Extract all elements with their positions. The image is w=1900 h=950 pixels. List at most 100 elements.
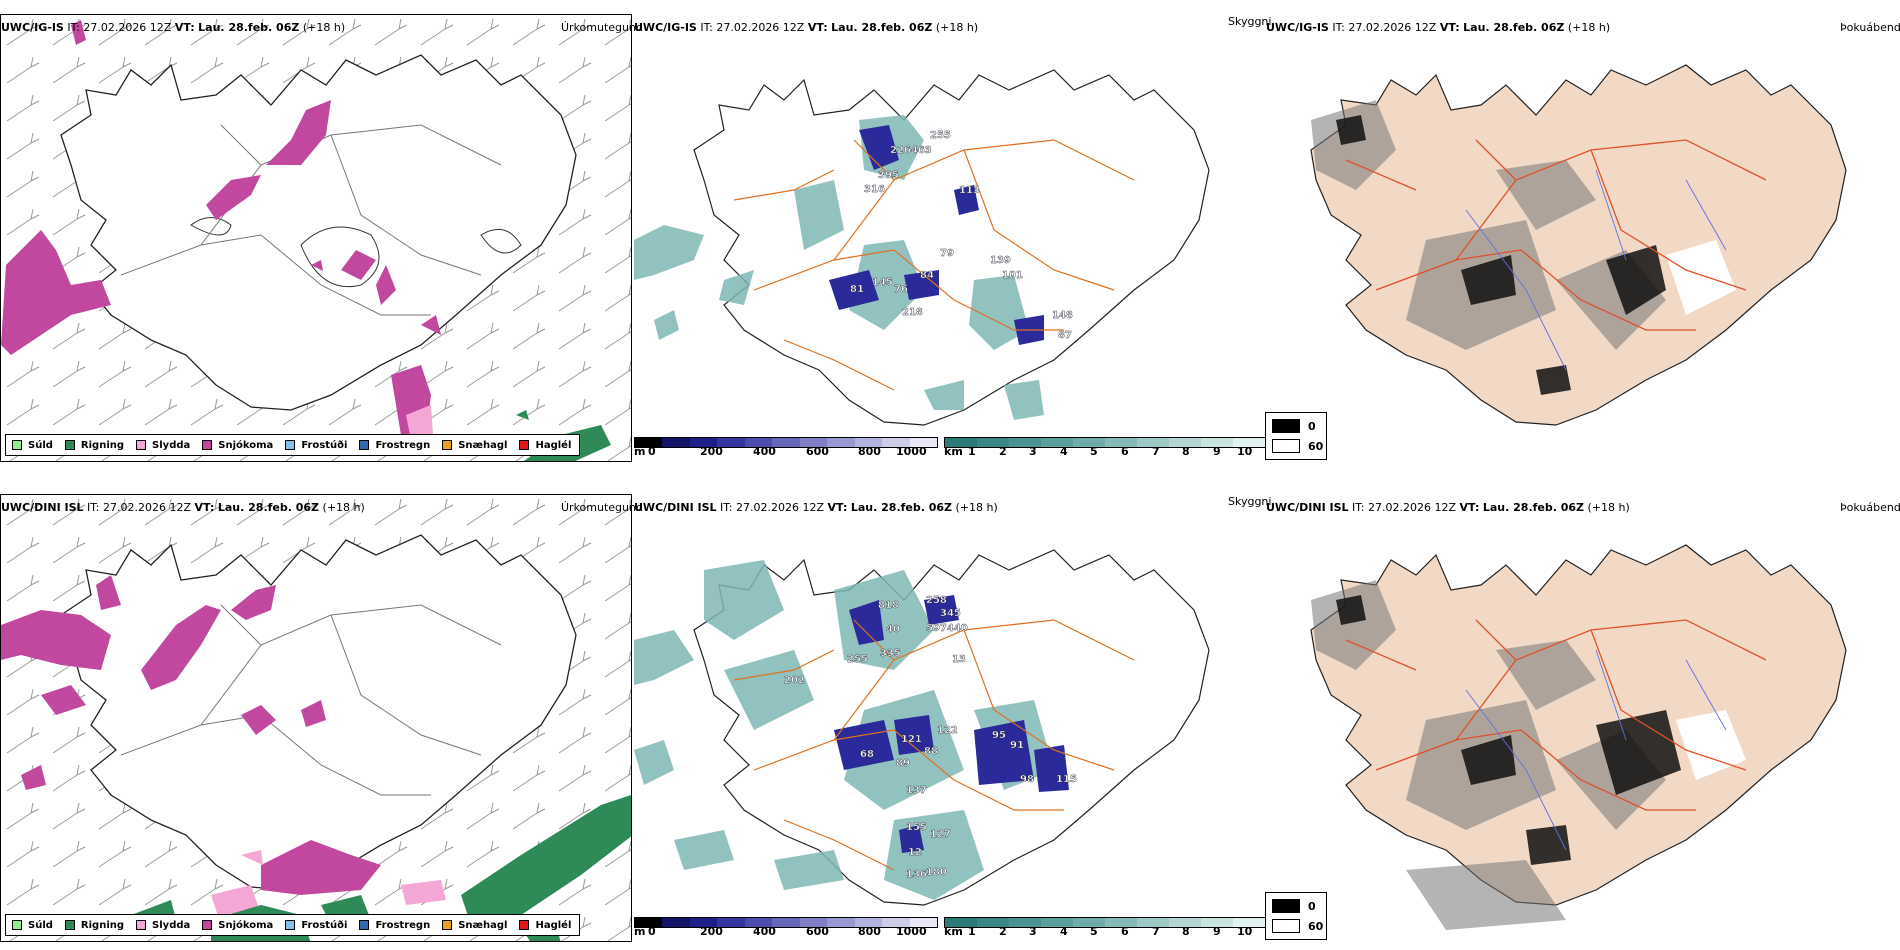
ceiling-value: 316 [864,184,885,195]
colorbar-segment [717,918,745,927]
ceiling-value: 258 [926,595,947,606]
fog-swatch-60 [1272,919,1300,933]
no-fog-area [1676,710,1746,780]
vt-label: VT: [807,21,828,34]
panel-header-fog-row2: UWC/DINI ISL IT: 27.02.2026 12Z VT: Lau.… [1266,501,1630,514]
vt-value: Lau. 28.feb. 06Z [850,501,953,514]
snow-areas [1,575,381,895]
ceiling-labels: 818 258 345 597440 40 335 255 13 202 122… [784,595,1077,880]
legend-label: Snjókoma [218,439,274,451]
ceiling-value: 13 [952,654,966,665]
ceiling-unit: m [634,445,646,458]
fog-label-60: 60 [1308,920,1324,933]
vis-tick: 3 [1029,445,1037,458]
legend-swatch [519,440,530,450]
panel-header-vis-row1: UWC/IG-IS IT: 27.02.2026 12Z VT: Lau. 28… [634,21,978,34]
vis-tick: 10 [1237,445,1253,458]
legend-label: Frostúði [301,439,348,451]
ceiling-tick: 600 [806,445,829,458]
vis-tick: 8 [1182,925,1190,938]
legend-label: Snæhagl [458,919,508,931]
ceiling-value: 597440 [926,623,968,634]
it-label: IT: [1352,501,1365,514]
ceiling-value: 818 [878,600,899,611]
ceiling-tick: 1000 [896,445,927,458]
ceiling-labels: 255 226463 395 316 113 79 145 84 76 81 2… [850,130,1073,341]
legend-swatch [64,440,75,450]
fog-dense-areas [1336,115,1666,395]
vis-tick: 5 [1090,445,1098,458]
ceiling-value: 84 [920,270,934,281]
vis-colorbar-row1 [944,437,1266,448]
vis-tick: 7 [1152,445,1160,458]
colorbar-segment [1105,438,1137,447]
legend-label: Snæhagl [458,439,508,451]
legend-label: Rigning [80,919,125,931]
ceiling-value: 122 [937,725,958,736]
ceiling-value: 226463 [890,145,932,156]
colorbar-segment [1201,918,1233,927]
model-name: UWC/DINI ISL [1,501,84,514]
vis-tick: 7 [1152,925,1160,938]
vis-unit: km [944,445,963,458]
ceiling-tick: 800 [858,925,881,938]
roads [733,619,1135,871]
precip-legend-row2: Súld Rigning Slydda Snjókoma Frostúði Fr… [5,914,581,936]
colorbar-segment [1009,438,1041,447]
legend-label: Snjókoma [218,919,274,931]
fog-panel-row2 [1266,510,1900,940]
ceiling-tick: 1000 [896,925,927,938]
sleet-areas [406,405,433,440]
vis-tick: 2 [999,445,1007,458]
it-label: IT: [720,501,733,514]
glacier-outlines [190,217,522,288]
fog-swatch-60 [1272,439,1300,453]
colorbar-segment [882,438,910,447]
precip-map-row1 [1,15,631,461]
colorbar-segment [799,438,828,447]
ceiling-value: 89 [896,758,910,769]
legend-item: Snæhagl [442,920,507,931]
colorbar-segment [1201,438,1233,447]
legend-swatch [64,920,75,930]
colorbar-segment [854,438,883,447]
colorbar-segment [662,918,690,927]
legend-swatch [285,440,296,450]
ceiling-value: 40 [886,624,900,635]
colorbar-segment [1169,438,1201,447]
iceland-outline [693,549,1210,906]
model-name: UWC/IG-IS [1,21,64,34]
legend-label: Slydda [152,439,191,451]
legend-item: Súld [12,440,53,451]
ceiling-value: 88 [924,746,938,757]
legend-swatch [442,440,453,450]
vis-title-row1: Skyggni [1228,15,1272,28]
legend-label: Slydda [152,919,191,931]
legend-label: Frostúði [301,919,348,931]
it-value: 27.02.2026 12Z [1368,501,1457,514]
fog-title-row1: Þokuábendi [1840,21,1900,34]
fog-label-0: 0 [1308,900,1316,913]
ceiling-value: 91 [1010,740,1024,751]
iceland-outline [693,69,1210,426]
colorbar-segment [799,918,828,927]
model-name: UWC/DINI ISL [1266,501,1349,514]
panel-header-fog-row1: UWC/IG-IS IT: 27.02.2026 12Z VT: Lau. 28… [1266,21,1610,34]
legend-item: Haglél [519,920,571,931]
colorbar-segment [945,438,977,447]
lead-time: (+18 h) [302,21,346,34]
legend-item: Snjókoma [202,920,273,931]
ceiling-unit: m [634,925,646,938]
fog-title-row2: Þokuábendi [1840,501,1900,514]
colorbar-segment [744,918,773,927]
vis-tick: 4 [1060,445,1068,458]
colorbar-segment [772,918,800,927]
precip-type-panel-row1: Súld Rigning Slydda Snjókoma Frostúði Fr… [0,14,632,462]
vis-tick: 4 [1060,925,1068,938]
colorbar-segment [909,918,937,927]
ceiling-tick: 800 [858,445,881,458]
panel-header-precip-row1: UWC/IG-IS IT: 27.02.2026 12Z VT: Lau. 28… [1,21,345,34]
colorbar-segment [689,918,718,927]
precip-legend-row1: Súld Rigning Slydda Snjókoma Frostúði Fr… [5,434,581,456]
colorbar-segment [827,438,855,447]
